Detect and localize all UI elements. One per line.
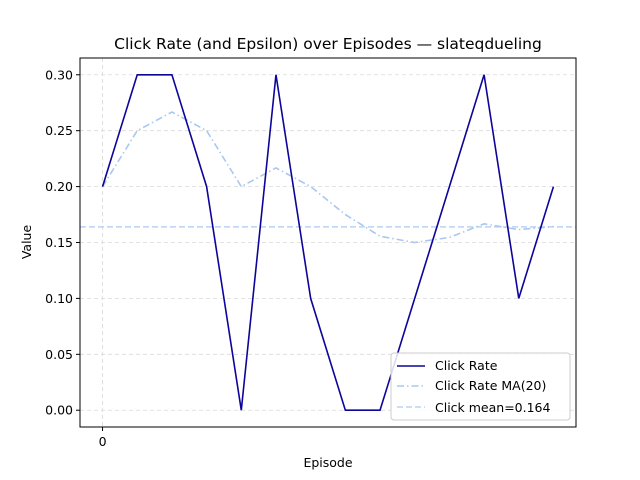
legend-label-click-rate-ma: Click Rate MA(20) [435, 378, 546, 393]
y-tick-label: 0.05 [45, 347, 73, 362]
y-tick-label: 0.00 [45, 403, 73, 418]
x-axis: 0 [99, 427, 107, 449]
y-axis-label: Value [19, 225, 34, 260]
y-tick-label: 0.30 [45, 67, 73, 82]
legend-label-click-rate: Click Rate [435, 358, 498, 373]
x-axis-label: Episode [303, 455, 352, 470]
legend-box [390, 352, 571, 421]
y-tick-label: 0.20 [45, 179, 73, 194]
y-tick-label: 0.25 [45, 123, 73, 138]
legend: Click Rate Click Rate MA(20) Click mean=… [390, 352, 571, 421]
legend-label-click-mean: Click mean=0.164 [435, 400, 551, 415]
series-line-click-rate-ma [101, 111, 554, 244]
y-tick-label: 0.10 [45, 291, 73, 306]
y-tick-label: 0.15 [45, 235, 73, 250]
series-layer [101, 73, 555, 412]
chart-title: Click Rate (and Epsilon) over Episodes —… [114, 35, 542, 53]
x-tick-label: 0 [99, 434, 107, 449]
series-line-click-rate [101, 73, 555, 412]
y-axis: 0.00 0.05 0.10 0.15 0.20 0.25 0.30 [45, 67, 80, 418]
